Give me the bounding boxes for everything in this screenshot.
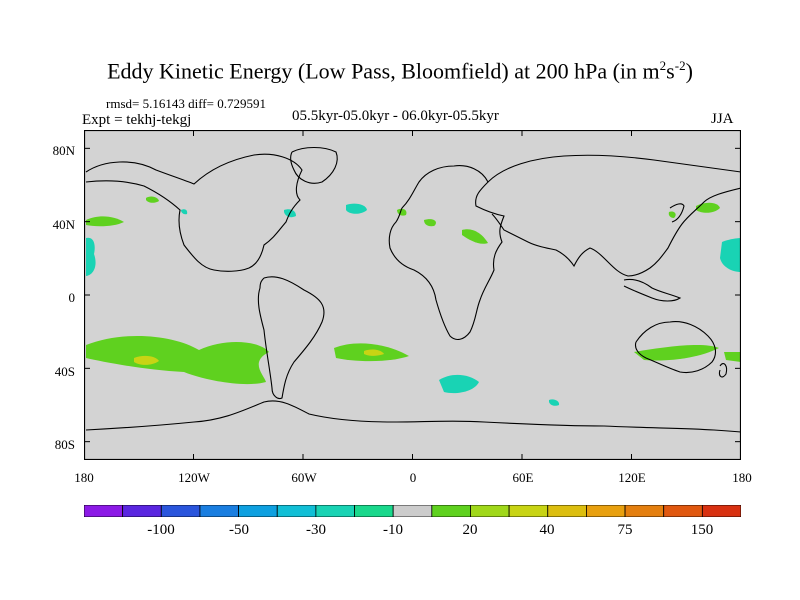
colorbar-swatch xyxy=(431,505,471,517)
lon-label-60e: 60E xyxy=(512,470,534,485)
south-america-coastline xyxy=(257,276,325,400)
negative-anomaly-contours xyxy=(86,203,741,406)
maritime-asia-coastline xyxy=(623,278,682,302)
colorbar-label: -100 xyxy=(147,522,175,538)
lat-label-40n: 40N xyxy=(52,217,75,232)
map-background xyxy=(84,130,741,460)
lon-label-180w: 180 xyxy=(74,470,94,485)
positive-anomaly-region xyxy=(86,335,269,385)
lon-label-180e: 180 xyxy=(732,470,752,485)
lat-label-80s: 80S xyxy=(54,437,75,452)
europe-africa-coastline xyxy=(388,165,505,341)
colorbar-swatch xyxy=(354,505,394,517)
coastlines xyxy=(85,146,741,433)
positive-anomaly-contours xyxy=(86,196,741,385)
colorbar-swatch xyxy=(84,505,124,517)
colorbar-swatch xyxy=(199,505,239,517)
rmsd-diff-stats: rmsd= 5.16143 diff= 0.729591 xyxy=(106,96,266,111)
negative-anomaly-region xyxy=(549,399,560,406)
lon-label-0: 0 xyxy=(409,470,417,485)
colorbar-swatch xyxy=(238,505,278,517)
australia-coastline xyxy=(634,321,717,374)
japan-coastline xyxy=(669,203,685,223)
colorbar-label: 40 xyxy=(539,522,555,538)
colorbar-label: 75 xyxy=(617,522,633,538)
colorbar-swatch xyxy=(122,505,162,517)
lat-label-40s: 40S xyxy=(54,364,75,379)
positive-anomaly-region xyxy=(634,345,719,361)
colorbar-swatch xyxy=(701,505,741,517)
colorbar-label: 20 xyxy=(462,522,478,538)
colorbar-label: 150 xyxy=(690,522,714,538)
negative-anomaly-region xyxy=(86,237,96,276)
positive-anomaly-region xyxy=(364,349,384,356)
greenland-coastline xyxy=(290,146,338,184)
negative-anomaly-region xyxy=(346,203,367,214)
experiment-label: Expt = tekhj-tekgj xyxy=(82,112,192,128)
positive-anomaly-region xyxy=(724,352,741,362)
world-map xyxy=(84,130,741,460)
colorbar-swatch xyxy=(663,505,703,517)
positive-anomaly-region xyxy=(86,216,124,227)
colorbar-swatch xyxy=(586,505,626,517)
lon-label-120e: 120E xyxy=(618,470,646,485)
colorbar-swatch xyxy=(508,505,549,517)
asia-coastline xyxy=(487,154,741,277)
positive-anomaly-region xyxy=(424,219,436,227)
positive-anomaly-region xyxy=(462,229,488,244)
lon-label-120w: 120W xyxy=(178,470,210,485)
period-label: 05.5kyr-05.0kyr - 06.0kyr-05.5kyr xyxy=(292,108,499,124)
positive-anomaly-region xyxy=(668,211,676,218)
negative-anomaly-region xyxy=(720,238,741,272)
negative-anomaly-region xyxy=(181,209,188,215)
colorbar-swatch xyxy=(392,505,433,517)
colorbar-label: -30 xyxy=(306,522,326,538)
colorbar-label: -50 xyxy=(229,522,249,538)
positive-anomaly-region xyxy=(146,196,159,203)
new-zealand-coastline xyxy=(718,363,728,378)
lon-label-60w: 60W xyxy=(291,470,317,485)
lat-label-80n: 80N xyxy=(52,143,75,158)
positive-anomaly-region xyxy=(134,355,159,365)
colorbar xyxy=(84,505,741,517)
positive-anomaly-region xyxy=(696,202,720,213)
colorbar-swatch xyxy=(547,505,587,517)
colorbar-swatch xyxy=(624,505,665,517)
colorbar-swatch xyxy=(470,505,510,517)
colorbar-swatch xyxy=(276,505,317,517)
colorbar-swatch xyxy=(315,505,355,517)
plot-title: Eddy Kinetic Energy (Low Pass, Bloomfiel… xyxy=(107,58,693,84)
antarctica-coastline xyxy=(85,400,741,433)
negative-anomaly-region xyxy=(439,374,479,394)
lat-label-0: 0 xyxy=(68,290,76,305)
season-label: JJA xyxy=(711,111,734,127)
north-america-coastline xyxy=(85,153,303,272)
colorbar-swatch xyxy=(160,505,201,517)
colorbar-label: -10 xyxy=(383,522,403,538)
